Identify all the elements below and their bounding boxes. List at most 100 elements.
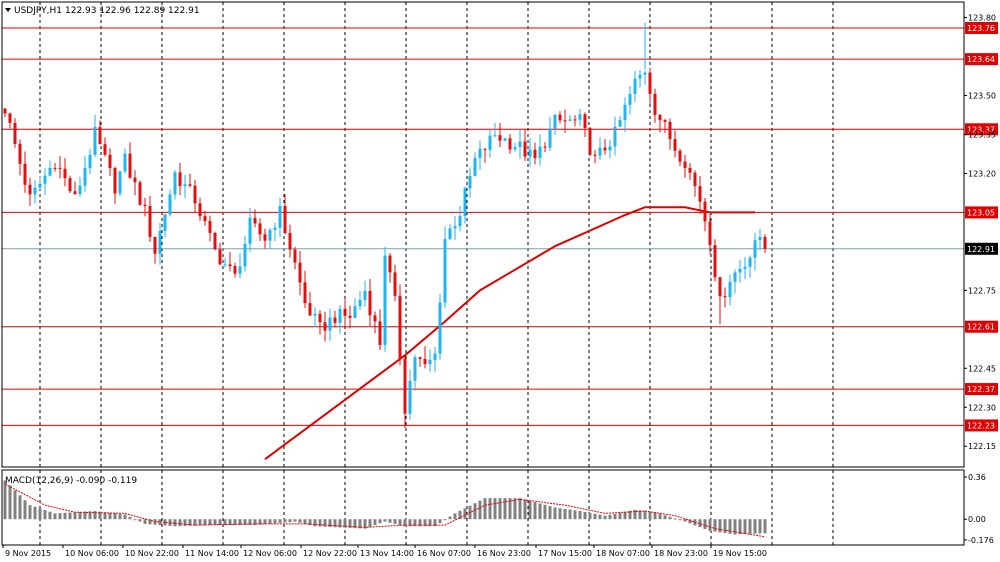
macd-bar: [78, 511, 82, 520]
x-tick-label: 10 Nov 06:00: [65, 549, 119, 558]
candle: [538, 134, 542, 166]
chart-frame: [1, 1, 965, 546]
candle: [473, 152, 477, 177]
x-tick-label: 16 Nov 23:00: [477, 549, 531, 558]
candle-body: [543, 146, 547, 148]
candle: [93, 114, 97, 157]
macd-bar: [328, 519, 332, 527]
candle-body: [633, 78, 637, 94]
candle: [73, 181, 77, 195]
candle-body: [163, 214, 167, 231]
candle-body: [323, 322, 327, 331]
macd-bar: [703, 519, 707, 530]
candle: [198, 197, 202, 221]
candle-body: [83, 168, 87, 186]
candle-body: [198, 203, 202, 217]
candle-body: [533, 149, 537, 159]
candle-body: [748, 257, 752, 267]
macd-bar: [303, 519, 307, 524]
candle-body: [243, 243, 247, 267]
candle: [253, 209, 257, 228]
ma-line: [264, 206, 755, 461]
candle: [143, 197, 147, 217]
candle: [673, 130, 677, 158]
candle-body: [73, 191, 77, 194]
macd-bar: [623, 511, 627, 520]
macd-bar: [613, 513, 617, 520]
y-tick-label: 123.80: [968, 14, 996, 23]
horizontal-levels[interactable]: 123.76 123.64 123.37 123.05 122.61 122.37 122.…: [2, 21, 998, 432]
macd-bar: [233, 519, 237, 526]
grid: [39, 2, 834, 545]
candle-body: [213, 232, 217, 250]
y-tick-label: 122.30: [968, 403, 996, 412]
candle: [708, 214, 712, 255]
macd-bar: [228, 519, 232, 526]
candle: [223, 258, 227, 268]
candle-body: [663, 120, 667, 122]
candle: [728, 274, 732, 306]
macd-bar: [383, 519, 387, 522]
candle: [193, 179, 197, 213]
macd-bar: [733, 519, 737, 535]
macd-bar: [38, 508, 42, 520]
macd-bar: [738, 519, 742, 535]
macd-bar: [33, 506, 37, 520]
macd-bar: [73, 512, 77, 520]
candle: [613, 116, 617, 156]
candle: [623, 97, 627, 132]
candle-body: [128, 153, 132, 178]
candle-body: [378, 321, 382, 345]
candle: [8, 112, 12, 129]
candle-body: [368, 290, 372, 316]
macd-bar: [438, 519, 442, 524]
candle: [408, 369, 412, 420]
macd-bar: [48, 511, 52, 520]
candle-body: [413, 357, 417, 381]
macd-bar: [443, 519, 447, 521]
candle: [593, 150, 597, 164]
macd-bar: [23, 500, 27, 520]
macd-bar: [208, 519, 212, 526]
candle-body: [28, 184, 32, 195]
candle: [413, 354, 417, 391]
candle: [103, 137, 107, 157]
candle: [723, 287, 727, 308]
macd-bar: [353, 519, 357, 529]
candle: [418, 356, 422, 367]
candle: [233, 262, 237, 278]
candle-body: [133, 177, 137, 183]
dropdown-triangle-icon[interactable]: [5, 8, 11, 12]
macd-bar: [68, 512, 72, 520]
candle-body: [298, 262, 302, 283]
level-price-box: [965, 419, 998, 432]
ohlc-values: 122.93 122.96 122.89 122.91: [65, 6, 200, 16]
candle: [398, 284, 402, 366]
macd-bar: [683, 519, 687, 522]
macd-bar: [308, 519, 312, 526]
candle: [123, 148, 127, 174]
macd-bar: [223, 519, 227, 526]
candle-body: [713, 245, 717, 278]
candle-body: [758, 237, 762, 241]
candle: [678, 148, 682, 167]
macd-bar: [188, 519, 192, 526]
candle: [163, 214, 167, 238]
candle: [203, 210, 207, 226]
candle: [288, 224, 292, 258]
macd-bar: [658, 513, 662, 520]
macd-y-tick-label: -0.176: [968, 536, 994, 545]
macd-bar: [98, 511, 102, 520]
candle-body: [268, 229, 272, 241]
candle-body: [373, 315, 377, 322]
macd-bar: [423, 519, 427, 527]
macd-bar: [343, 519, 347, 528]
candle-body: [583, 114, 587, 129]
candle: [48, 160, 52, 177]
macd-bar: [213, 519, 217, 526]
candle: [133, 170, 137, 196]
macd-bar: [253, 519, 257, 526]
candle: [183, 174, 187, 199]
candle: [238, 253, 242, 279]
